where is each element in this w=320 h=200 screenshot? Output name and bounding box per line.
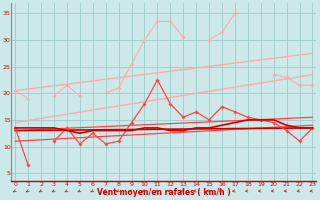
X-axis label: Vent moyen/en rafales ( km/h ): Vent moyen/en rafales ( km/h ) <box>97 188 231 197</box>
